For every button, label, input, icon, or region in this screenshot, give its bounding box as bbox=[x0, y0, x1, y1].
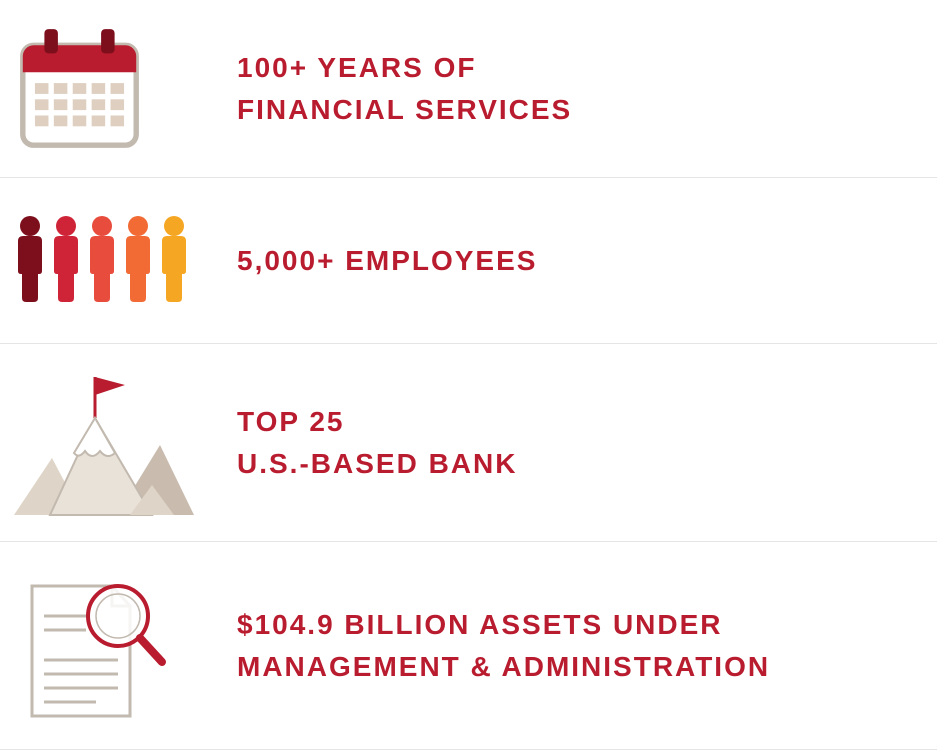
icon-cell bbox=[12, 213, 237, 308]
stat-text: 100+ Years of Financial Services bbox=[237, 47, 925, 131]
stat-row-assets: $104.9 Billion Assets Under Management &… bbox=[0, 542, 937, 750]
stat-line-1: $104.9 Billion Assets Under bbox=[237, 609, 723, 640]
stat-row-years: 100+ Years of Financial Services bbox=[0, 0, 937, 178]
stat-row-bank: Top 25 U.S.-Based Bank bbox=[0, 344, 937, 542]
icon-cell bbox=[12, 21, 237, 156]
stat-line-2: Financial Services bbox=[237, 94, 572, 125]
stat-line-1: 100+ Years of bbox=[237, 52, 476, 83]
stat-row-employees: 5,000+ Employees bbox=[0, 178, 937, 344]
people-icon bbox=[12, 213, 192, 308]
stat-text: Top 25 U.S.-Based Bank bbox=[237, 401, 925, 485]
stat-line-2: Management & Administration bbox=[237, 651, 770, 682]
mountain-icon bbox=[12, 363, 197, 523]
document-magnifier-icon bbox=[12, 566, 172, 726]
stat-text: $104.9 Billion Assets Under Management &… bbox=[237, 604, 925, 688]
stat-line-1: Top 25 bbox=[237, 406, 344, 437]
stat-line-1: 5,000+ Employees bbox=[237, 245, 537, 276]
stat-text: 5,000+ Employees bbox=[237, 240, 925, 282]
stat-line-2: U.S.-Based Bank bbox=[237, 448, 517, 479]
calendar-icon bbox=[12, 21, 147, 156]
icon-cell bbox=[12, 363, 237, 523]
icon-cell bbox=[12, 566, 237, 726]
